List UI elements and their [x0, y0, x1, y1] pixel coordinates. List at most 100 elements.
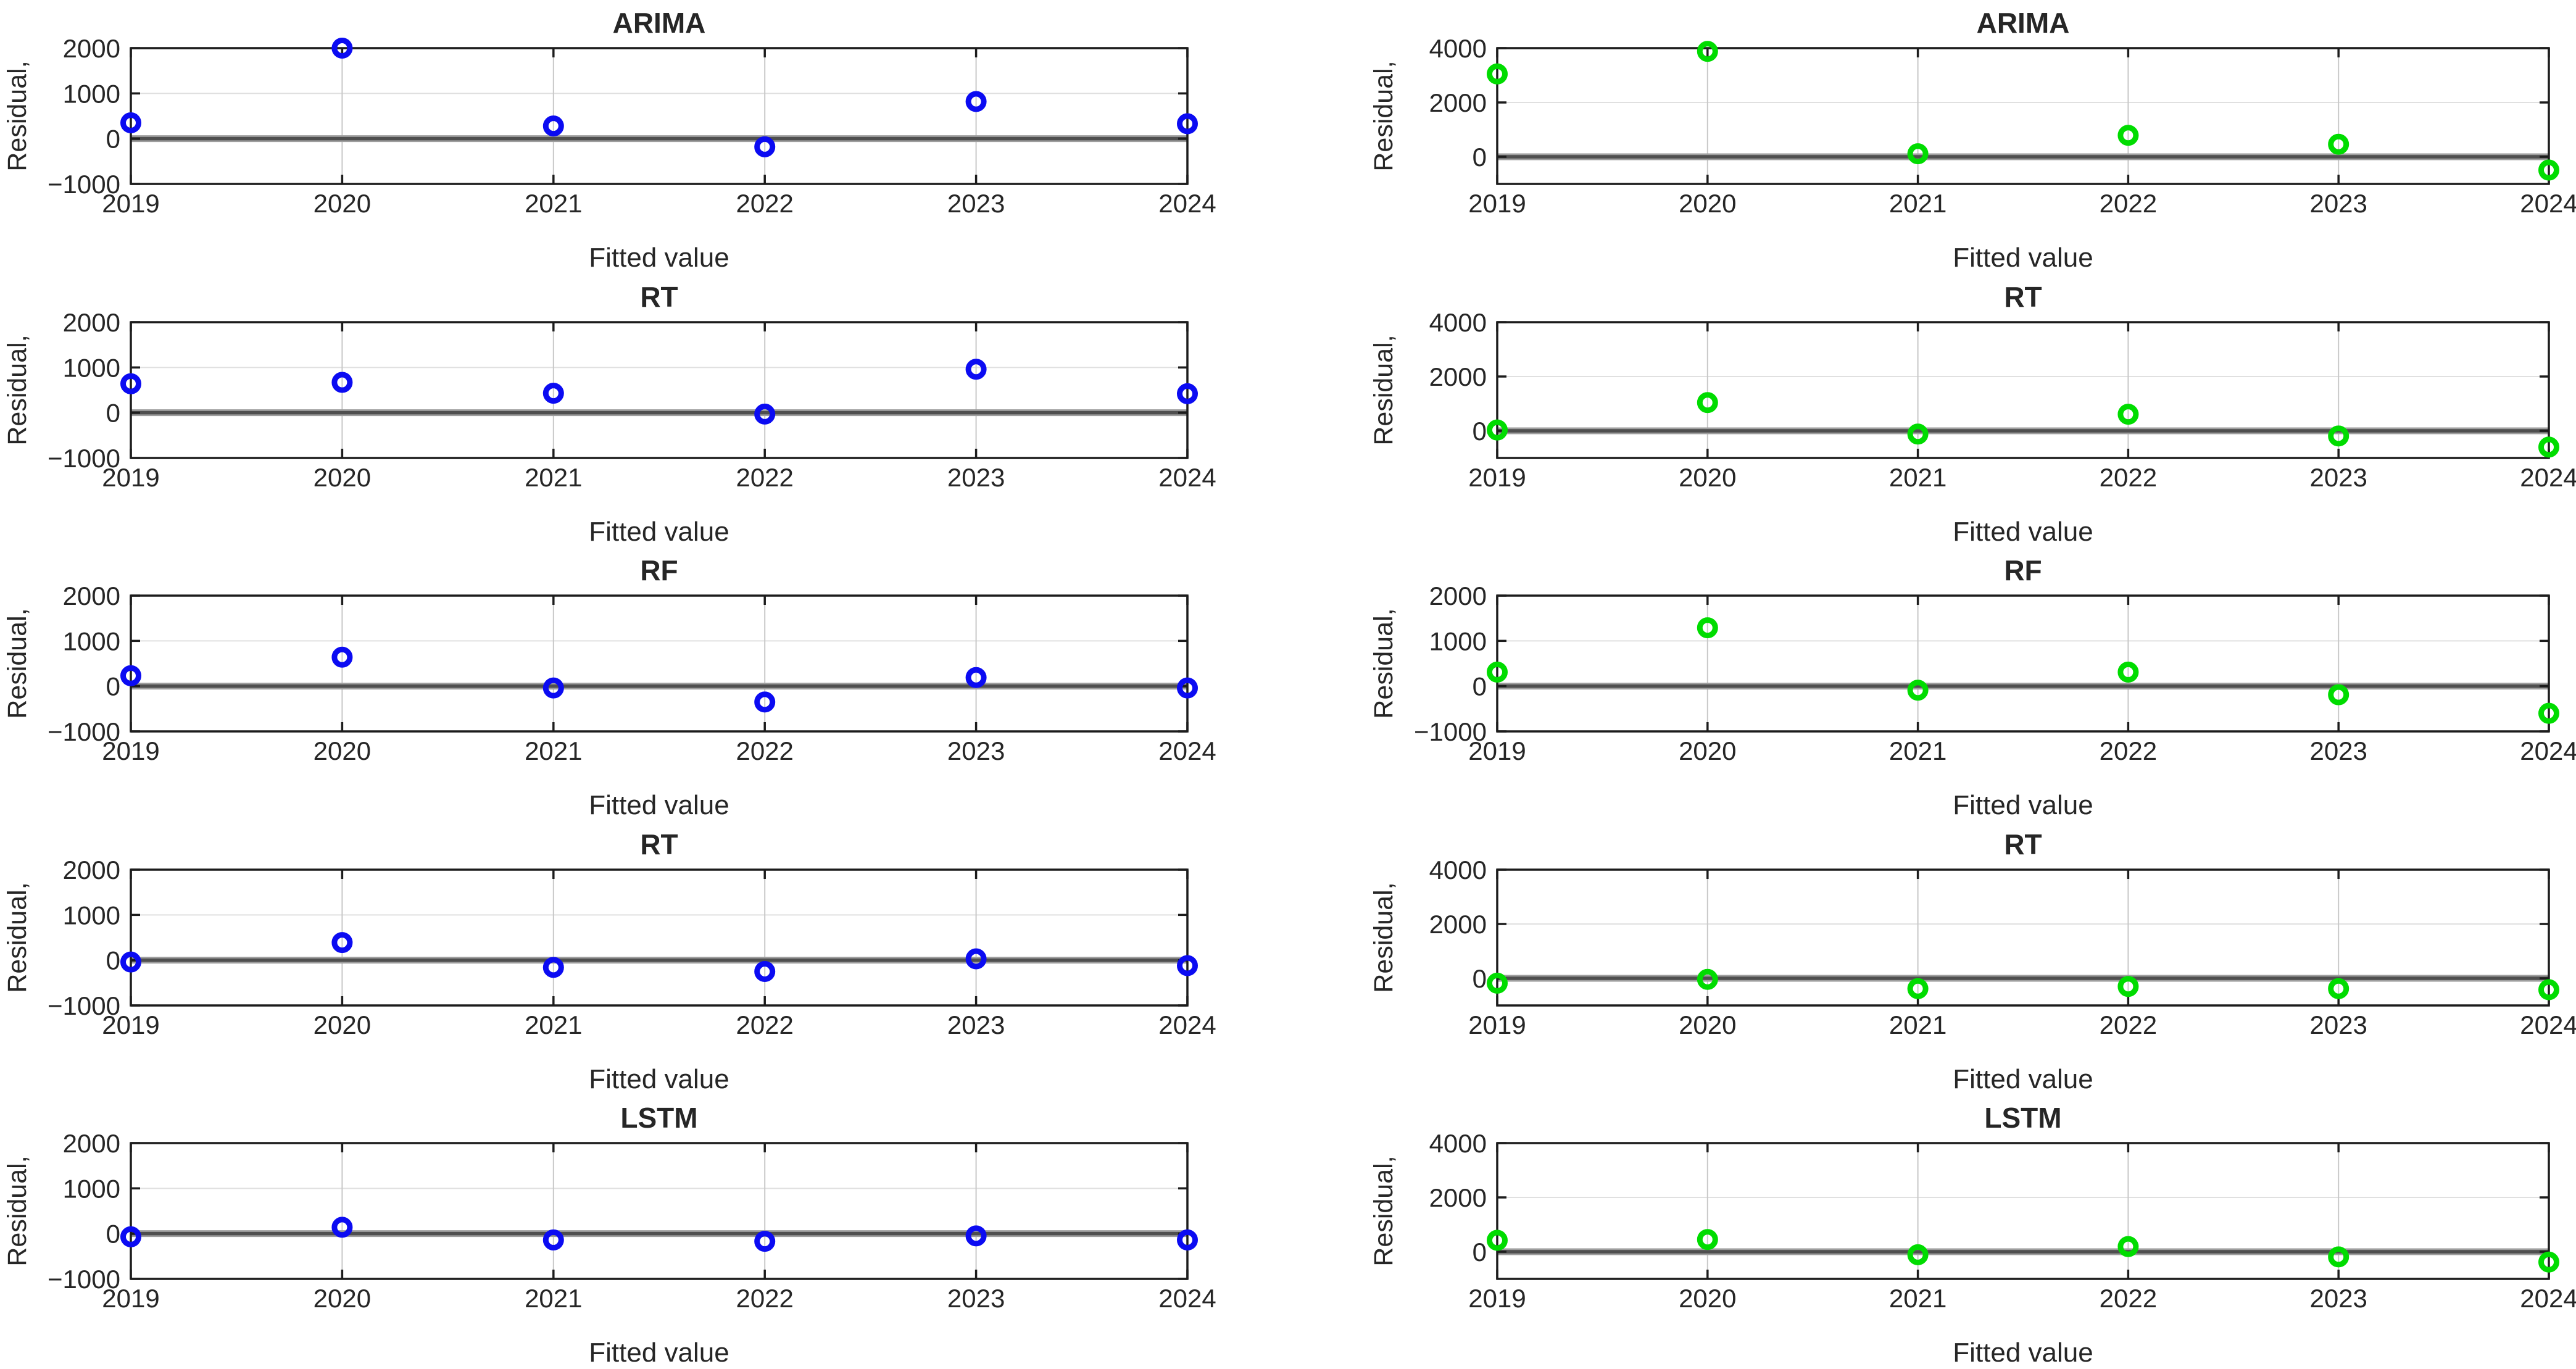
axes-frame: [1496, 47, 2550, 185]
x-tick-label: 2024: [2520, 1284, 2576, 1313]
subplot-title: RF: [2004, 554, 2042, 586]
x-tick-label: 2021: [1889, 1010, 1947, 1039]
x-tick-label: 2023: [947, 736, 1005, 765]
axes-frame: [1496, 321, 2550, 459]
x-tick-label: 2024: [2520, 736, 2576, 765]
x-tick-label: 2024: [1158, 736, 1216, 765]
x-axis-label: Fitted value: [1953, 1338, 2093, 1368]
data-point-2024: [2538, 159, 2559, 181]
data-point-2021: [1907, 143, 1929, 165]
y-tick-label: 2000: [1429, 88, 1487, 117]
data-point-2019: [1487, 661, 1508, 683]
y-axis-label: Residual,: [1369, 1155, 1398, 1266]
data-point-2019: [1487, 1230, 1508, 1251]
x-tick-label: 2023: [947, 463, 1005, 492]
subplot-arima-left: ARIMA −1000 0 1000 2000 2019 2020 2021 2022 2023 2…: [2, 7, 1216, 273]
x-tick-label: 2023: [2309, 1010, 2367, 1039]
y-tick-label: 0: [106, 1220, 120, 1249]
x-tick-label: 2021: [1889, 463, 1947, 492]
data-point-2023: [2328, 684, 2350, 705]
y-axis-label: Residual,: [1369, 608, 1398, 718]
data-point-2019: [1487, 419, 1508, 441]
subplot-title: LSTM: [1984, 1102, 2061, 1134]
data-point-2023: [965, 91, 987, 112]
data-point-2020: [1697, 968, 1718, 990]
data-point-2024: [2538, 436, 2559, 458]
subplot-title: ARIMA: [1977, 7, 2070, 39]
data-point-2021: [542, 115, 564, 137]
x-tick-label: 2020: [1679, 463, 1736, 492]
x-tick-label: 2022: [736, 189, 793, 218]
axes-frame: [130, 594, 1189, 733]
x-tick-label: 2019: [102, 1010, 159, 1039]
y-tick-label: 4000: [1429, 308, 1487, 337]
data-point-2022: [754, 1231, 776, 1252]
y-tick-label: 2000: [63, 34, 120, 63]
subplot-rt-left: RT −1000 0 1000 2000 2019 2020 2021 2022 2023 2024…: [2, 281, 1216, 547]
axes-frame: [1496, 868, 2550, 1007]
data-point-2020: [1697, 392, 1718, 414]
y-tick-label: 0: [1473, 417, 1487, 446]
x-tick-label: 2024: [2520, 189, 2576, 218]
x-tick-label: 2020: [314, 189, 371, 218]
subplot-title: RT: [2004, 281, 2042, 313]
y-tick-label: 0: [1473, 143, 1487, 172]
data-point-2022: [2117, 661, 2139, 683]
data-point-2024: [2538, 702, 2559, 724]
y-tick-label: −1000: [1414, 717, 1487, 746]
y-axis-label: Residual,: [1369, 60, 1398, 171]
subplot-lstm-right: LSTM 0 2000 4000 2019 2020 2021 2022 2023 2024 Res…: [1369, 1102, 2576, 1368]
x-tick-label: 2022: [736, 463, 793, 492]
x-tick-label: 2020: [1679, 189, 1736, 218]
x-tick-label: 2023: [2309, 463, 2367, 492]
x-tick-label: 2019: [102, 463, 159, 492]
subplot-rt-left: RT −1000 0 1000 2000 2019 2020 2021 2022 2023 2024…: [2, 828, 1216, 1094]
x-tick-label: 2024: [2520, 463, 2576, 492]
x-tick-label: 2019: [102, 736, 159, 765]
x-tick-label: 2023: [2309, 736, 2367, 765]
y-tick-label: 2000: [63, 581, 120, 610]
x-tick-label: 2024: [1158, 1010, 1216, 1039]
data-point-2024: [2538, 1251, 2559, 1273]
data-point-2021: [542, 957, 564, 978]
x-tick-label: 2021: [525, 1010, 582, 1039]
axes-frame: [1496, 1142, 2550, 1280]
data-point-2023: [965, 667, 987, 688]
y-tick-label: 4000: [1429, 1129, 1487, 1158]
y-axis-label: Residual,: [2, 608, 32, 718]
y-tick-label: −1000: [48, 991, 120, 1020]
y-tick-label: 4000: [1429, 855, 1487, 884]
y-tick-label: 0: [106, 125, 120, 154]
y-axis-label: Residual,: [1369, 335, 1398, 445]
y-tick-label: 0: [1473, 672, 1487, 701]
x-tick-label: 2022: [2100, 1010, 2157, 1039]
y-tick-label: 1000: [63, 901, 120, 930]
data-point-2020: [1697, 617, 1718, 639]
data-point-2022: [2117, 1236, 2139, 1257]
x-tick-label: 2024: [1158, 1284, 1216, 1313]
x-tick-label: 2021: [1889, 736, 1947, 765]
y-tick-label: −1000: [48, 444, 120, 473]
x-tick-label: 2019: [1468, 1284, 1526, 1313]
x-tick-label: 2024: [1158, 189, 1216, 218]
subplot-rt-right: RT 0 2000 4000 2019 2020 2021 2022 2023 2024 Resid…: [1369, 828, 2576, 1094]
y-axis-label: Residual,: [2, 882, 32, 992]
x-axis-label: Fitted value: [1953, 1064, 2093, 1094]
data-point-2021: [542, 1229, 564, 1250]
y-tick-label: 1000: [63, 79, 120, 108]
y-tick-label: −1000: [48, 1265, 120, 1294]
x-tick-label: 2023: [2309, 189, 2367, 218]
subplot-title: RT: [2004, 828, 2042, 860]
y-tick-label: 1000: [63, 353, 120, 382]
y-tick-label: −1000: [48, 717, 120, 746]
y-tick-label: 0: [106, 672, 120, 701]
data-point-2020: [331, 932, 353, 954]
x-tick-label: 2021: [525, 463, 582, 492]
subplot-rt-right: RT 0 2000 4000 2019 2020 2021 2022 2023 2024 Resid…: [1369, 281, 2576, 547]
data-point-2023: [2328, 425, 2350, 447]
x-axis-label: Fitted value: [589, 790, 729, 820]
x-tick-label: 2023: [947, 189, 1005, 218]
x-tick-label: 2021: [1889, 1284, 1947, 1313]
x-tick-label: 2020: [314, 1284, 371, 1313]
